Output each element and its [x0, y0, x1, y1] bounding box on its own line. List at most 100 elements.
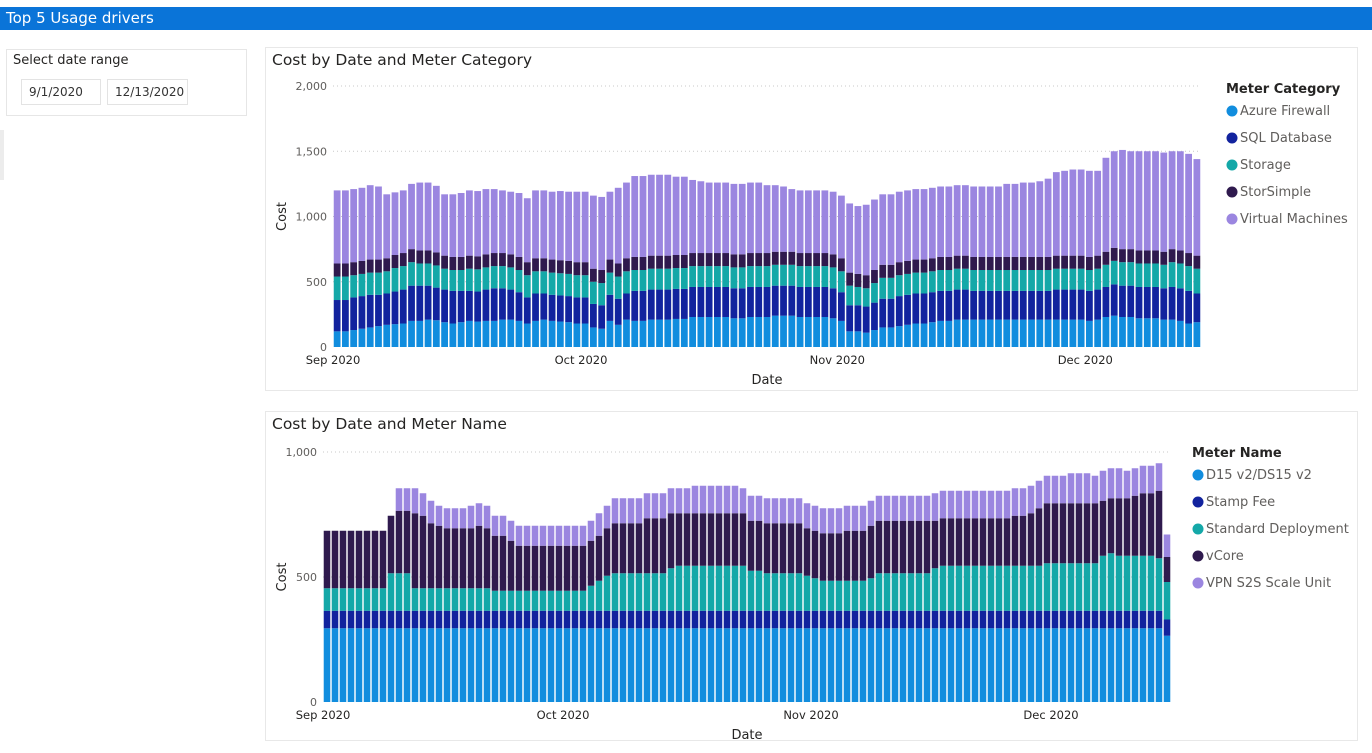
bar-segment	[449, 256, 457, 271]
bar-segment	[962, 289, 969, 320]
bar-segment	[731, 485, 739, 514]
bar-segment	[843, 505, 851, 531]
bar-segment	[811, 578, 819, 611]
bar-segment	[424, 263, 432, 286]
bar-segment	[1019, 256, 1027, 271]
bar-segment	[466, 190, 473, 256]
bar-segment	[1086, 256, 1093, 271]
bar-segment	[859, 628, 867, 702]
bar-segment	[1052, 268, 1060, 290]
bar-segment	[1061, 268, 1068, 290]
bar-segment	[1115, 555, 1123, 611]
bar-segment	[915, 573, 923, 611]
bar-segment	[715, 565, 723, 611]
bar-segment	[449, 270, 457, 291]
bar-segment	[449, 194, 457, 257]
bar-segment	[619, 498, 627, 524]
bar-segment	[962, 268, 969, 290]
bar-segment	[779, 610, 787, 629]
bar-segment	[656, 255, 663, 269]
bar-segment	[1075, 563, 1083, 611]
bar-segment	[838, 320, 845, 347]
bar-segment	[383, 194, 391, 259]
bar-segment	[1019, 182, 1027, 257]
bar-segment	[689, 286, 696, 317]
bar-segment	[611, 628, 619, 702]
bar-segment	[937, 290, 944, 321]
bar-segment	[928, 187, 936, 259]
bar-segment	[358, 187, 366, 261]
bar-segment	[1176, 263, 1184, 289]
bar-segment	[1035, 508, 1043, 566]
bar-segment	[920, 272, 928, 294]
bar-segment	[643, 610, 651, 629]
bar-segment	[995, 270, 1002, 291]
bar-segment	[723, 610, 731, 629]
bar-segment	[1131, 610, 1139, 629]
bar-segment	[435, 628, 443, 702]
bar-segment	[1077, 319, 1085, 347]
chart-card-meter-category: Cost by Date and Meter Category 0 500 1,00…	[265, 47, 1358, 391]
bar-segment	[1119, 285, 1126, 317]
bar-segment	[427, 523, 435, 589]
bar-segment	[631, 270, 639, 291]
bar-segment	[747, 570, 755, 611]
bar-segment	[859, 580, 867, 611]
bar-segment	[829, 318, 837, 347]
bar-segment	[1107, 628, 1115, 702]
bar-segment	[474, 191, 482, 257]
bar-segment	[483, 528, 491, 589]
bar-segment	[631, 256, 639, 271]
bar-segment	[771, 573, 779, 611]
bar-segment	[1069, 268, 1077, 290]
bar-segment	[1131, 555, 1139, 611]
bar-segment	[937, 320, 944, 347]
bar-segment	[796, 286, 804, 317]
bar-segment	[435, 525, 443, 589]
bar-segment	[731, 610, 739, 629]
bar-segment	[482, 320, 490, 347]
bar-segment	[804, 286, 812, 317]
bar-segment	[614, 298, 622, 325]
bar-segment	[871, 330, 878, 347]
bar-segment	[827, 628, 835, 702]
bar-segment	[435, 505, 443, 526]
slicer-title: Select date range	[13, 53, 129, 68]
bar-segment	[699, 565, 707, 611]
bar-segment	[803, 503, 811, 529]
bar-segment	[987, 565, 995, 611]
bar-segment	[1036, 270, 1044, 291]
bar-segment	[333, 276, 341, 301]
bar-segment	[1147, 555, 1155, 611]
bar-segment	[923, 495, 931, 521]
bar-segment	[1083, 610, 1091, 629]
bar-segment	[1003, 183, 1011, 257]
bar-segment	[915, 628, 923, 702]
bar-segment	[1003, 490, 1011, 519]
bar-segment	[515, 545, 523, 591]
bar-segment	[970, 270, 978, 291]
bar-segment	[482, 189, 490, 255]
bar-segment	[555, 628, 563, 702]
bar-segment	[342, 190, 349, 264]
bar-segment	[1061, 319, 1068, 347]
start-date-input[interactable]: 9/1/2020	[21, 79, 101, 105]
bar-segment	[1115, 468, 1123, 499]
bar-segment	[811, 505, 819, 531]
legend-marker	[1226, 186, 1238, 198]
bar-segment	[499, 190, 506, 254]
bar-segment	[705, 286, 713, 317]
bar-segment	[1036, 181, 1044, 257]
bar-segment	[1135, 250, 1143, 264]
bar-segment	[730, 288, 738, 319]
bar-segment	[443, 588, 451, 611]
bar-segment	[449, 323, 457, 347]
bar-segment	[971, 565, 979, 611]
bar-segment	[979, 628, 987, 702]
legend-marker	[1192, 523, 1204, 535]
end-date-input[interactable]: 12/13/2020	[107, 79, 188, 105]
bar-segment	[829, 267, 837, 289]
bar-segment	[499, 515, 507, 536]
bar-segment	[1102, 316, 1110, 347]
bar-segment	[795, 573, 803, 611]
